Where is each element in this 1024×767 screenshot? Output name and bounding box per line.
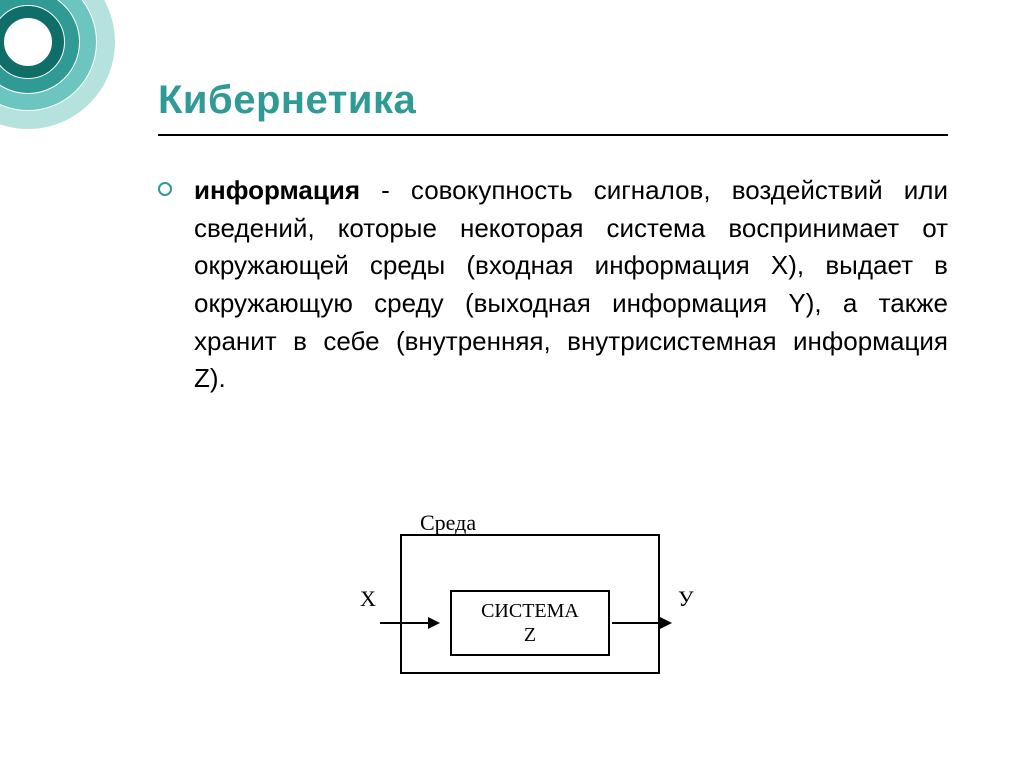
diagram-inner-line2: Z xyxy=(524,623,536,647)
bullet-lead-bold: информация xyxy=(194,175,360,205)
slide-title: Кибернетика xyxy=(158,78,416,123)
corner-decoration xyxy=(0,0,120,160)
arrow-out-icon xyxy=(612,622,670,624)
bullet-item: информация - совокупность сигналов, возд… xyxy=(158,172,948,398)
diagram-inner-box: СИСТЕМА Z xyxy=(450,590,610,656)
system-diagram: Среда X У СИСТЕМА Z xyxy=(360,510,700,700)
title-underline xyxy=(158,134,948,136)
diagram-x-label: X xyxy=(360,586,376,612)
diagram-y-label: У xyxy=(678,586,694,612)
bullet-circle-icon xyxy=(158,182,172,196)
bullet-text: информация - совокупность сигналов, возд… xyxy=(194,172,948,398)
bullet-rest: - совокупность сигналов, воздействий или… xyxy=(194,175,948,393)
body-content: информация - совокупность сигналов, возд… xyxy=(158,172,948,398)
slide: Кибернетика информация - совокупность си… xyxy=(0,0,1024,767)
bullet-marker xyxy=(158,172,194,196)
arrow-in-icon xyxy=(380,622,438,624)
diagram-outer-label: Среда xyxy=(420,510,476,536)
diagram-inner-line1: СИСТЕМА xyxy=(481,599,579,623)
